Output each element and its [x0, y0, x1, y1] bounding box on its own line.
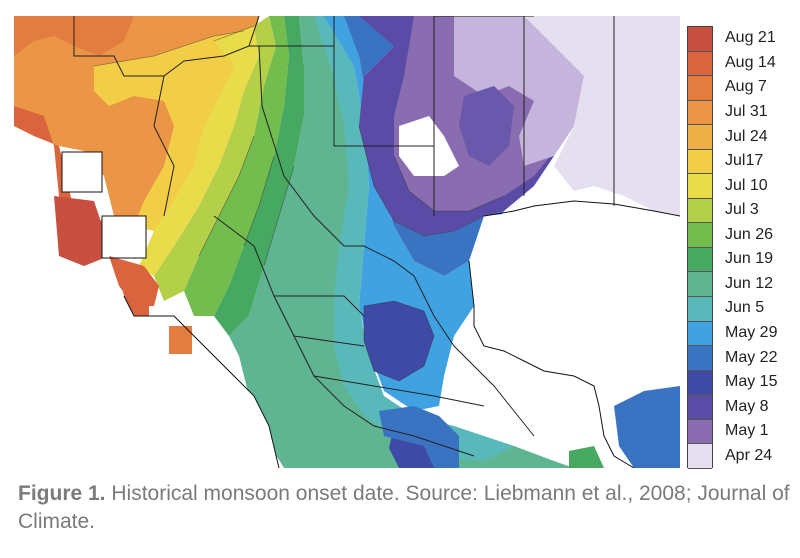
- region-may29-band: [324, 16, 474, 411]
- figure-label: Figure 1.: [18, 482, 106, 505]
- region-yucatan-green: [569, 446, 604, 468]
- legend-label: Aug 21: [725, 29, 776, 47]
- pacific-ocean: [14, 296, 279, 468]
- legend-label: May 29: [725, 323, 778, 341]
- region-jun26-band: [184, 16, 289, 316]
- legend-label: Jul 24: [725, 127, 768, 145]
- legend-label: Jul 10: [725, 176, 768, 194]
- legend-swatch: [688, 247, 712, 273]
- white-cell-2: [102, 216, 146, 258]
- legend-label: Jul17: [725, 152, 764, 170]
- region-apr24-east: [524, 16, 680, 216]
- baja-tip: [169, 326, 192, 354]
- region-jun12-mexico: [229, 16, 574, 468]
- legend-swatch: [688, 346, 712, 371]
- legend-label: Jun 19: [725, 250, 774, 268]
- caption-text: Historical monsoon onset date. Source: L…: [18, 482, 790, 533]
- region-apr24-northeast: [454, 16, 584, 166]
- legend-swatch: [688, 174, 712, 199]
- legend-swatch: [688, 370, 712, 396]
- legend-swatch: [688, 419, 712, 445]
- region-may22-band: [344, 16, 504, 276]
- legend-swatch: [688, 125, 712, 150]
- region-jun19-band: [214, 16, 304, 336]
- region-jul10-band: [139, 26, 259, 276]
- legend-swatch: [688, 297, 712, 322]
- figure-caption: Figure 1. Historical monsoon onset date.…: [18, 480, 798, 536]
- legend-label: May 8: [725, 397, 769, 415]
- region-jul3-band: [154, 16, 276, 301]
- legend-label: Jul 3: [725, 201, 759, 219]
- legend-swatch: [688, 149, 712, 175]
- legend-swatch: [688, 321, 712, 347]
- region-may15-patch: [364, 301, 434, 381]
- region-aug21-patch: [54, 196, 109, 266]
- legend-swatch: [688, 272, 712, 298]
- region-may8-inner: [459, 86, 514, 166]
- legend-label: May 15: [725, 373, 778, 391]
- legend-label: Jun 5: [725, 299, 765, 317]
- legend-label: Jun 26: [725, 225, 774, 243]
- legend-label: May 22: [725, 348, 778, 366]
- white-cell-1: [62, 152, 102, 192]
- legend-swatch: [688, 444, 712, 469]
- contour-lines: [93, 25, 505, 382]
- legend-swatch: [688, 76, 712, 101]
- legend-colorbar: [687, 26, 713, 469]
- region-may22-south: [379, 406, 459, 468]
- legend-swatch: [688, 198, 712, 224]
- legend-swatch: [688, 223, 712, 248]
- legend-label: May 1: [725, 422, 769, 440]
- political-boundaries: [73, 16, 615, 457]
- legend-swatch: [688, 51, 712, 77]
- baja-strip: [109, 256, 159, 306]
- legend-label: Aug 14: [725, 53, 776, 71]
- legend-swatch: [688, 395, 712, 420]
- legend-label: Aug 7: [725, 78, 767, 96]
- coastlines: [61, 151, 680, 468]
- legend-swatch: [688, 100, 712, 126]
- legend-label: Jun 12: [725, 274, 774, 292]
- legend-label: Apr 24: [725, 446, 773, 464]
- region-jul17-band: [94, 31, 244, 231]
- region-yucatan: [614, 386, 680, 468]
- legend-swatch: [688, 27, 712, 52]
- legend-label: Jul 31: [725, 102, 768, 120]
- monsoon-onset-map: [14, 16, 680, 468]
